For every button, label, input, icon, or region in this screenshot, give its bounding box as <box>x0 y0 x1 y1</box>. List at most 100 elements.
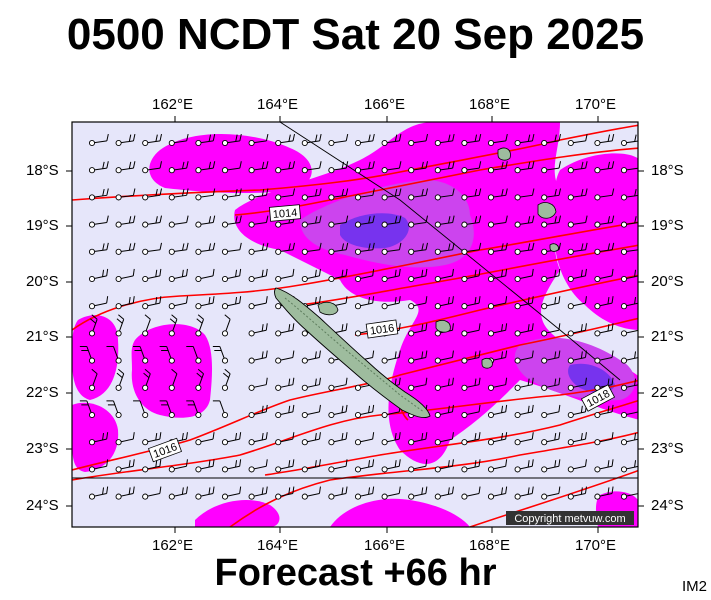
wind-barb-feather <box>155 460 158 468</box>
wind-barb-feather <box>239 161 242 169</box>
wind-barb-feather <box>372 268 375 276</box>
wind-barb-feather <box>318 404 321 412</box>
wind-barb-feather <box>288 487 291 495</box>
wind-barb-feather <box>372 242 375 250</box>
wind-barb-feather <box>639 216 640 223</box>
wind-barb-feather <box>398 350 401 358</box>
wind-station-circle <box>328 275 335 283</box>
wind-barb-feather <box>505 161 508 169</box>
wind-station-circle <box>328 221 335 228</box>
wind-station-circle <box>275 248 282 255</box>
wind-barb-feather <box>425 215 429 223</box>
wind-barb-feather <box>639 296 640 303</box>
wind-barb-feather <box>128 243 132 251</box>
wind-station-circle <box>221 139 229 147</box>
wind-station-circle <box>514 357 521 364</box>
wind-barb-feather <box>611 323 614 331</box>
wind-station-circle <box>195 194 202 201</box>
wind-barb-feather <box>394 269 397 277</box>
wind-station-circle <box>275 167 282 174</box>
wind-barb-feather <box>558 323 561 331</box>
wind-barb-feather <box>186 188 189 196</box>
wind-barb-feather <box>394 188 398 197</box>
copyright-text: Copyright metvuw.com <box>514 513 625 525</box>
wind-station-circle <box>541 330 548 337</box>
wind-barb-feather <box>265 133 269 142</box>
wind-station-circle <box>354 167 362 174</box>
wind-barb-feather <box>478 377 481 385</box>
wind-station-circle <box>328 167 335 174</box>
wind-station-circle <box>514 139 521 147</box>
wind-station-circle <box>221 439 229 446</box>
wind-barb-feather <box>368 216 371 224</box>
wind-station-circle <box>408 493 415 500</box>
wind-station-circle <box>541 275 548 283</box>
wind-station-circle <box>275 221 282 228</box>
lon-label-top-164: 164°E <box>257 96 299 113</box>
wind-station-circle <box>514 167 521 174</box>
wind-barb-feather <box>585 188 588 196</box>
wind-barb-feather <box>611 486 614 494</box>
wind-barb-feather <box>288 161 291 169</box>
wind-station-circle <box>541 221 548 228</box>
wind-station-circle <box>248 411 255 419</box>
wind-barb-feather <box>239 188 242 196</box>
wind-station-circle <box>567 439 574 446</box>
wind-station-circle <box>248 493 255 500</box>
wind-barb-feather <box>527 161 531 169</box>
wind-barb-feather <box>478 486 481 494</box>
wind-station-circle <box>567 303 574 310</box>
axis-ticks <box>66 116 644 533</box>
wind-station-circle <box>88 221 96 228</box>
wind-station-circle <box>248 275 255 283</box>
wind-barb-feather <box>580 432 583 441</box>
wind-barb-feather <box>421 324 424 332</box>
wind-station-circle <box>88 330 96 337</box>
wind-barb-feather <box>155 269 158 277</box>
wind-station-circle <box>594 357 601 364</box>
wind-station-circle <box>541 466 548 473</box>
wind-barb-feather <box>265 377 268 385</box>
wind-station-circle <box>567 275 574 283</box>
wind-station-circle <box>248 303 255 310</box>
wind-barb-feather <box>186 242 189 250</box>
wind-station-circle <box>301 439 308 446</box>
wind-station-circle <box>408 439 415 446</box>
wind-barb-feather <box>186 215 189 223</box>
wind-barb-feather <box>584 268 587 276</box>
wind-barb-feather <box>531 133 535 142</box>
corner-code: IM2 <box>681 578 707 595</box>
wind-station-circle <box>594 493 601 500</box>
wind-barb-feather <box>505 350 508 358</box>
wind-barb-feather <box>239 459 242 467</box>
wind-barb-feather <box>611 161 615 169</box>
lat-label-right-19: 19°S <box>651 217 684 234</box>
wind-barb-feather <box>554 216 557 224</box>
wind-barb-feather <box>505 268 508 276</box>
wind-barb-feather <box>288 405 291 413</box>
wind-barb-feather <box>159 215 163 223</box>
wind-barb-feather <box>585 242 588 250</box>
wind-barb-feather <box>261 432 264 441</box>
wind-barb-feather <box>580 351 583 359</box>
wind-barb-feather <box>558 296 561 304</box>
wind-barb-feather <box>531 296 534 304</box>
wind-barb-feather <box>345 296 348 304</box>
wind-station-circle <box>195 275 202 283</box>
wind-station-circle <box>142 275 149 283</box>
wind-station-circle <box>248 384 255 391</box>
wind-barb-feather <box>372 459 375 467</box>
wind-station-circle <box>408 275 415 283</box>
wind-station-circle <box>328 439 335 446</box>
wind-barb-feather <box>128 487 131 495</box>
wind-barb-feather <box>639 269 640 276</box>
wind-barb-feather <box>527 296 530 305</box>
wind-station-circle <box>434 357 441 364</box>
wind-barb-feather <box>106 242 109 250</box>
wind-barb-feather <box>265 242 269 250</box>
wind-barb-feather <box>554 378 557 386</box>
wind-barb-feather <box>116 318 123 324</box>
wind-station-circle <box>434 439 441 446</box>
wind-station-circle <box>594 439 601 446</box>
wind-barb-feather <box>128 134 132 142</box>
